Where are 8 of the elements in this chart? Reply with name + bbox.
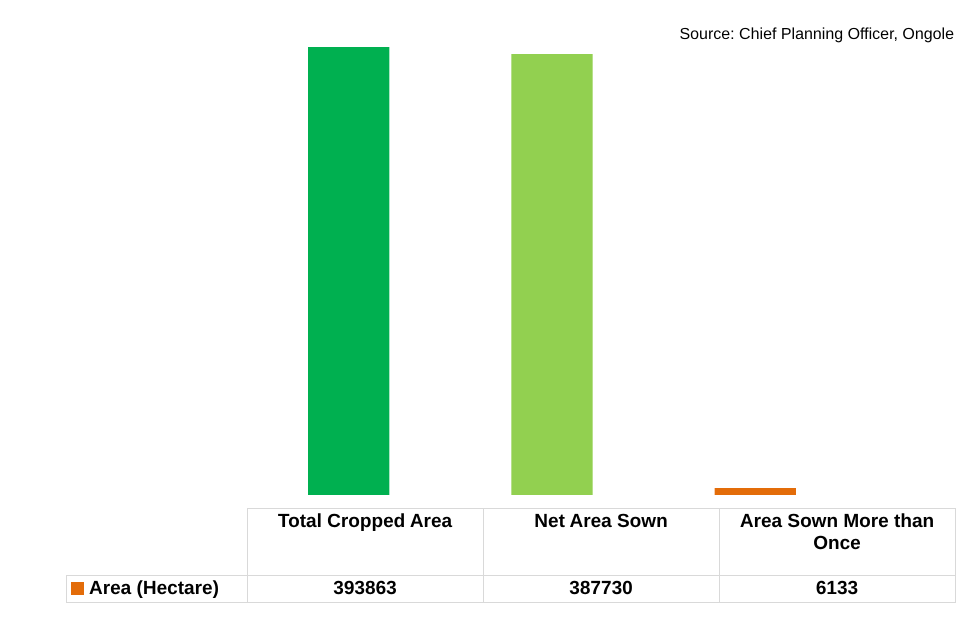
x-tick-label: Net Area Sown: [483, 508, 719, 576]
data-label: 6133: [719, 576, 955, 602]
source-note: Source: Chief Planning Officer, Ongole: [679, 26, 954, 44]
x-tick-label: Area Sown More than Once: [719, 508, 955, 576]
x-tick-label: Total Cropped Area: [247, 508, 483, 576]
data-label: 393863: [247, 576, 483, 602]
legend-label: Area (Hectare): [89, 578, 219, 599]
data-label: 387730: [483, 576, 719, 602]
